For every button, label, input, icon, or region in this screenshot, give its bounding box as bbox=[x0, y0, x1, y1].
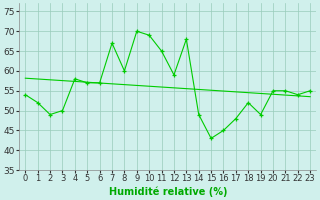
X-axis label: Humidité relative (%): Humidité relative (%) bbox=[108, 186, 227, 197]
